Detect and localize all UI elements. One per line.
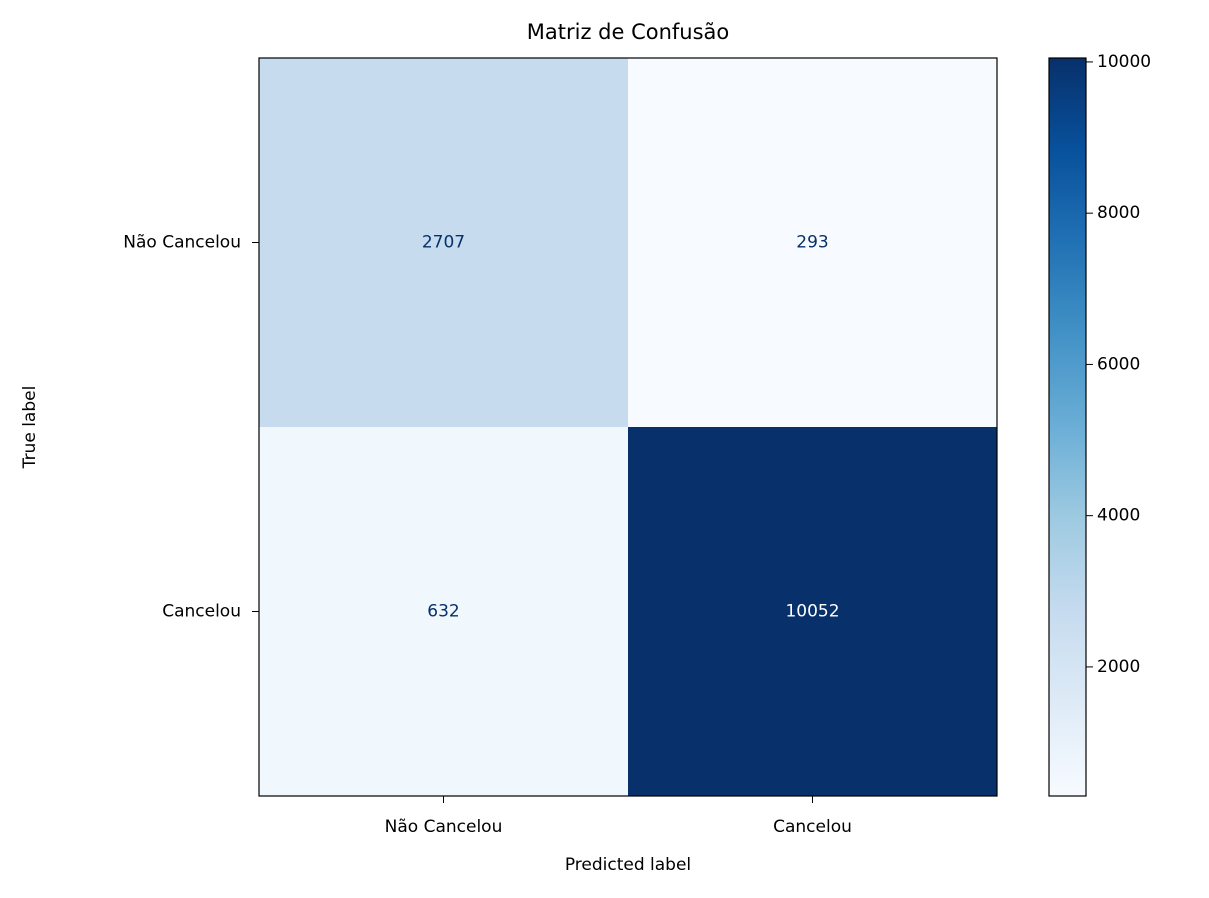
cell — [259, 427, 628, 796]
cell-label: 293 — [796, 233, 828, 253]
cell-label: 2707 — [422, 233, 465, 253]
cell — [628, 427, 997, 796]
colorbar — [1048, 57, 1087, 797]
chart-title: Matriz de Confusão — [527, 20, 730, 44]
y-axis-label: True label — [20, 386, 40, 470]
x-tick-label: Não Cancelou — [385, 817, 503, 837]
colorbar-tick-label: 6000 — [1097, 354, 1140, 374]
cell — [259, 58, 628, 427]
colorbar-tick-label: 4000 — [1097, 506, 1140, 526]
x-tick-label: Cancelou — [773, 817, 852, 837]
x-axis-label: Predicted label — [565, 855, 691, 875]
colorbar-tick-label: 10000 — [1097, 52, 1151, 72]
cell — [628, 58, 997, 427]
cell-label: 632 — [427, 602, 459, 622]
plot-frame — [258, 57, 998, 797]
colorbar-tick-label: 2000 — [1097, 657, 1140, 677]
cell-label: 10052 — [785, 602, 839, 622]
colorbar-tick-label: 8000 — [1097, 203, 1140, 223]
y-tick-label: Não Cancelou — [123, 233, 241, 253]
y-tick-label: Cancelou — [162, 602, 241, 622]
